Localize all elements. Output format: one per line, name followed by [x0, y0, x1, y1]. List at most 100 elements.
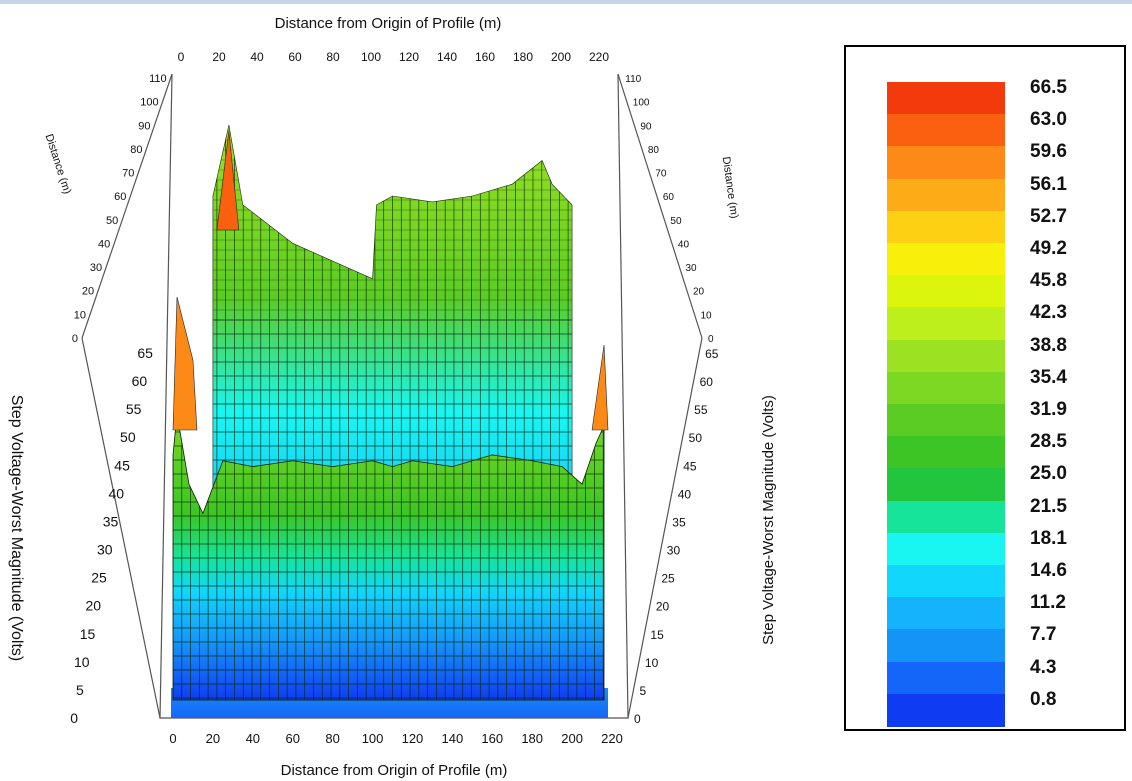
z-tick-label-left: 5 [76, 682, 84, 698]
legend-swatch [887, 307, 1005, 341]
x-tick-label-top: 200 [551, 50, 571, 64]
peak-back-left [216, 130, 240, 231]
legend-swatch [887, 693, 1005, 727]
y-tick-label-right: 100 [633, 98, 650, 109]
peak-front-right [591, 344, 609, 431]
z-tick-label-right: 65 [705, 347, 719, 361]
frame-left-upper [81, 73, 173, 339]
axis-ticks: 0020204040606080801001001201201401401601… [70, 50, 719, 746]
legend-swatch [887, 565, 1005, 599]
frame-right-lower [627, 337, 703, 719]
z-tick-label-left: 50 [120, 429, 136, 445]
y-tick-label-right: 20 [693, 287, 705, 298]
frame-right-upper [617, 73, 703, 339]
frame-left-lower [81, 337, 161, 719]
z-tick-label-left: 0 [70, 710, 78, 726]
y-tick-label-left: 30 [90, 262, 102, 274]
x-tick-label-bottom: 20 [206, 731, 220, 746]
y-axis-title-right: Distance (m) [720, 156, 741, 219]
z-tick-label-left: 65 [137, 345, 153, 361]
legend-label: 0.8 [1030, 688, 1057, 710]
x-tick-label-bottom: 200 [561, 731, 583, 746]
z-tick-label-right: 10 [645, 656, 659, 670]
legend-label: 7.7 [1030, 624, 1057, 646]
legend-swatch [887, 371, 1005, 405]
legend-label: 11.2 [1030, 592, 1066, 614]
z-tick-label-left: 25 [91, 570, 107, 586]
y-tick-label-left: 50 [106, 215, 118, 227]
legend-swatch [887, 210, 1005, 244]
z-tick-label-left: 35 [103, 513, 119, 529]
z-tick-label-right: 40 [678, 487, 692, 501]
legend-label: 45.8 [1030, 270, 1067, 292]
legend-label: 35.4 [1030, 366, 1067, 388]
x-tick-label-top: 80 [326, 50, 340, 64]
legend-swatch [887, 468, 1005, 502]
y-tick-label-right: 110 [625, 74, 641, 85]
surface-mesh [171, 124, 609, 718]
y-tick-label-right: 30 [685, 263, 697, 274]
z-tick-label-right: 60 [700, 375, 714, 389]
z-tick-label-left: 60 [132, 373, 148, 389]
legend-swatch [887, 661, 1005, 695]
legend-swatch [887, 629, 1005, 663]
z-axis-title-left: Step Voltage-Worst Magnitude (Volts) [8, 395, 25, 662]
x-tick-label-bottom: 180 [521, 731, 543, 746]
z-tick-label-right: 5 [639, 684, 646, 698]
legend-label: 59.6 [1030, 141, 1067, 163]
legend-swatch [887, 178, 1005, 212]
x-tick-label-top: 60 [288, 50, 302, 64]
y-tick-label-left: 40 [98, 238, 110, 250]
legend-label: 28.5 [1030, 431, 1067, 453]
z-tick-label-right: 55 [694, 403, 708, 417]
x-axis-title-top: Distance from Origin of Profile (m) [275, 15, 502, 32]
y-tick-label-left: 70 [122, 168, 134, 180]
legend-label: 52.7 [1030, 205, 1067, 227]
x-tick-label-top: 100 [361, 50, 381, 64]
z-tick-label-right: 35 [672, 515, 686, 529]
x-tick-label-bottom: 0 [169, 731, 176, 746]
y-tick-label-right: 60 [663, 192, 675, 203]
legend-swatch [887, 404, 1005, 438]
y-tick-label-left: 0 [72, 333, 78, 345]
legend-swatch [887, 339, 1005, 373]
x-tick-label-top: 0 [178, 50, 185, 64]
x-tick-label-top: 140 [437, 50, 457, 64]
legend-label: 18.1 [1030, 527, 1067, 549]
y-tick-label-right: 0 [708, 334, 714, 345]
y-tick-label-left: 90 [138, 120, 150, 132]
y-tick-label-right: 90 [640, 121, 652, 132]
x-tick-label-top: 220 [589, 50, 609, 64]
x-tick-label-bottom: 140 [442, 731, 464, 746]
legend-label: 66.5 [1030, 77, 1067, 98]
legend-swatch [887, 146, 1005, 180]
peak-front-left [172, 296, 198, 431]
x-tick-label-bottom: 220 [601, 731, 623, 746]
legend-swatch [887, 500, 1005, 534]
window-top-strip [0, 0, 1132, 4]
x-tick-label-top: 180 [513, 50, 533, 64]
z-tick-label-left: 45 [114, 457, 130, 473]
y-tick-label-right: 10 [700, 310, 712, 321]
z-tick-label-right: 20 [656, 600, 670, 614]
y-tick-label-left: 80 [130, 144, 142, 156]
legend-swatch [887, 243, 1005, 277]
legend-label: 4.3 [1030, 656, 1057, 678]
legend-label: 56.1 [1030, 173, 1067, 195]
legend-label: 31.9 [1030, 399, 1067, 420]
y-tick-label-right: 50 [670, 216, 682, 227]
x-tick-label-bottom: 60 [285, 731, 299, 746]
z-tick-label-right: 0 [634, 712, 641, 726]
y-tick-label-right: 40 [678, 239, 690, 250]
y-tick-label-left: 10 [74, 309, 86, 321]
x-tick-label-bottom: 160 [481, 731, 503, 746]
z-tick-label-right: 50 [689, 431, 703, 445]
y-axis-title-left: Distance (m) [43, 133, 74, 196]
z-tick-label-left: 30 [97, 542, 113, 558]
y-tick-label-right: 70 [655, 169, 667, 180]
z-tick-label-right: 15 [650, 628, 664, 642]
legend-swatch [887, 114, 1005, 148]
z-tick-label-left: 40 [109, 485, 125, 501]
y-tick-label-left: 20 [82, 286, 94, 298]
x-tick-label-bottom: 100 [362, 731, 384, 746]
